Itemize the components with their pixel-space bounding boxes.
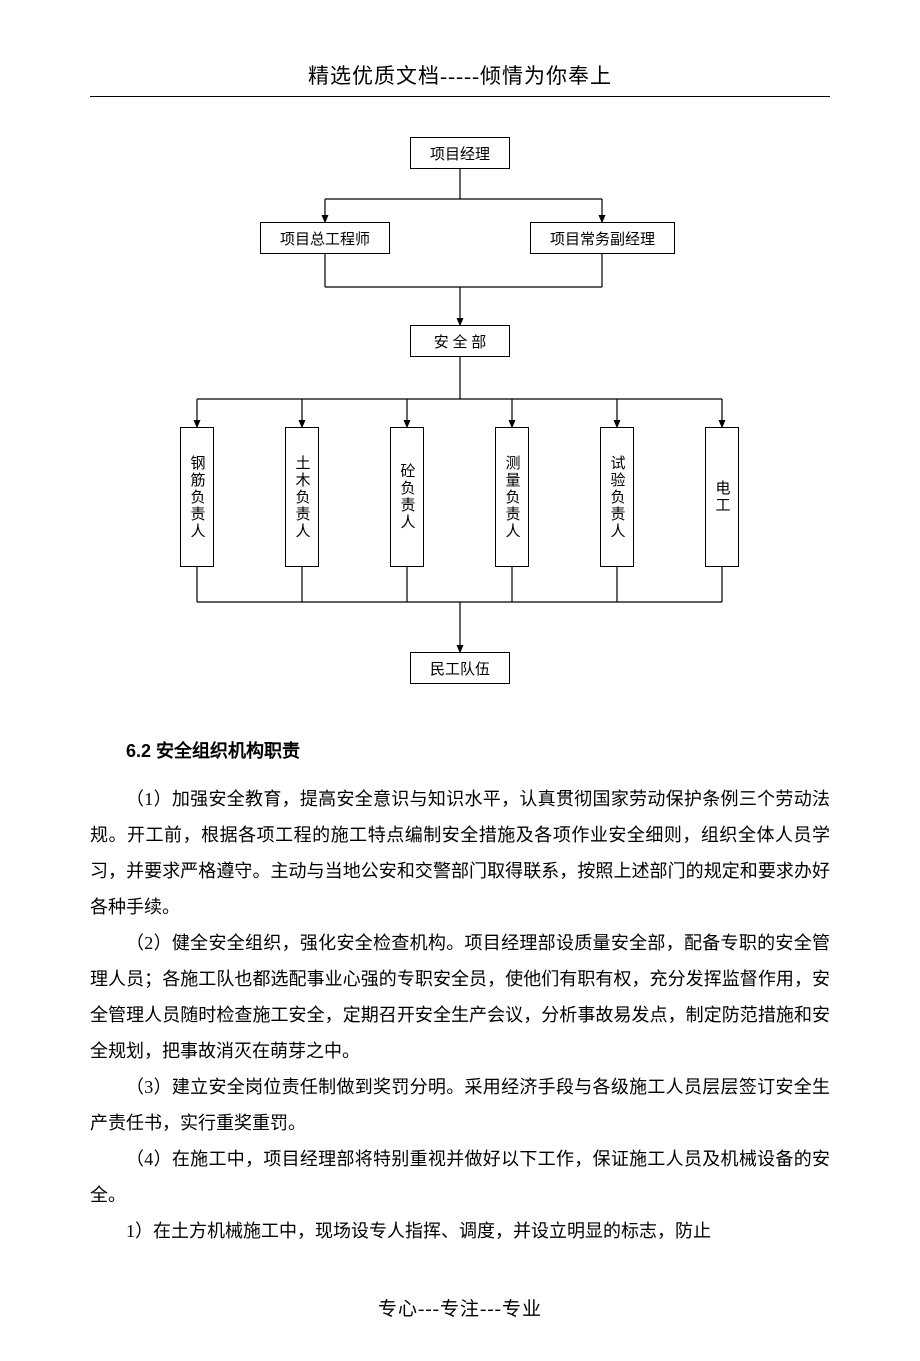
- page-footer: 专心---专注---专业: [90, 1294, 830, 1321]
- flowchart-node: 项目总工程师: [260, 222, 390, 254]
- flowchart-node: 试验负责人: [600, 427, 634, 567]
- flowchart-node: 项目常务副经理: [530, 222, 675, 254]
- flowchart-lines: [150, 137, 770, 697]
- org-flowchart: 项目经理项目总工程师 项目常务副经理安 全 部钢筋负责人 土木负责人 砼负责人 测量负责…: [150, 137, 770, 697]
- flowchart-node: 土木负责人: [285, 427, 319, 567]
- page-header: 精选优质文档-----倾情为你奉上: [90, 60, 830, 97]
- flowchart-node: 民工队伍: [410, 652, 510, 684]
- flowchart-node: 项目经理: [410, 137, 510, 169]
- paragraph: （2）健全安全组织，强化安全检查机构。项目经理部设质量安全部，配备专职的安全管理…: [90, 925, 830, 1069]
- flowchart-node: 砼负责人: [390, 427, 424, 567]
- flowchart-node: 测量负责人: [495, 427, 529, 567]
- paragraph: （3）建立安全岗位责任制做到奖罚分明。采用经济手段与各级施工人员层层签订安全生产…: [90, 1069, 830, 1141]
- paragraph: 1）在土方机械施工中，现场设专人指挥、调度，并设立明显的标志，防止: [90, 1213, 830, 1249]
- paragraph: （4）在施工中，项目经理部将特别重视并做好以下工作，保证施工人员及机械设备的安全…: [90, 1141, 830, 1213]
- section-heading: 6.2 安全组织机构职责: [90, 737, 830, 763]
- paragraph: （1）加强安全教育，提高安全意识与知识水平，认真贯彻国家劳动保护条例三个劳动法规…: [90, 781, 830, 925]
- flowchart-node: 安 全 部: [410, 325, 510, 357]
- body-text: （1）加强安全教育，提高安全意识与知识水平，认真贯彻国家劳动保护条例三个劳动法规…: [90, 781, 830, 1249]
- flowchart-node: 钢筋负责人: [180, 427, 214, 567]
- flowchart-node: 电工: [705, 427, 739, 567]
